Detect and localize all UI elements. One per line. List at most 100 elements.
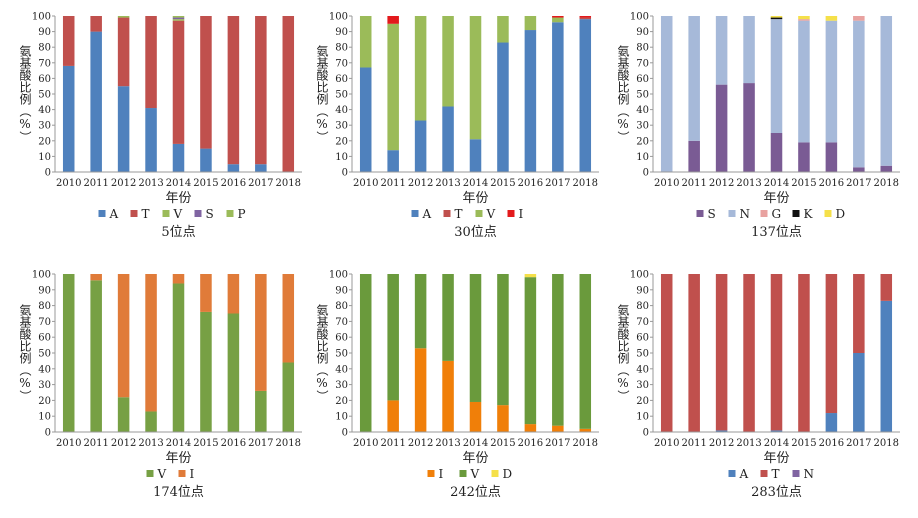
bar-T-2018 — [579, 17, 592, 20]
y-tick-label: 30 — [335, 121, 348, 132]
x-tick-label: 2010 — [56, 438, 81, 449]
y-axis-title: 氨基酸比例（%） — [616, 304, 630, 402]
legend-swatch-T — [443, 210, 451, 217]
bar-I-2016 — [524, 424, 537, 432]
x-tick-label: 2012 — [111, 438, 136, 449]
y-tick-label: 20 — [335, 396, 348, 407]
bar-A-2017 — [255, 164, 267, 172]
legend-label-D: D — [836, 207, 846, 221]
x-tick-label: 2013 — [736, 178, 761, 189]
y-tick-label: 80 — [335, 43, 348, 54]
y-axis-title: 氨基酸比例（%） — [18, 45, 32, 143]
x-tick-label: 2011 — [83, 178, 108, 189]
legend-label-N: N — [804, 467, 815, 481]
y-tick-label: 40 — [38, 105, 51, 116]
y-tick-label: 0 — [342, 428, 348, 439]
bar-V-2011 — [90, 280, 102, 432]
bar-A-2017 — [853, 353, 865, 432]
bar-S-2016 — [825, 142, 838, 172]
x-tick-label: 2015 — [791, 438, 816, 449]
x-tick-label: 2018 — [573, 178, 598, 189]
x-tick-label: 2017 — [545, 438, 570, 449]
y-tick-label: 50 — [636, 90, 649, 101]
y-tick-label: 70 — [636, 58, 649, 69]
legend-swatch-S — [194, 210, 202, 217]
bar-V-2013 — [442, 16, 454, 107]
bar-V-2010 — [359, 274, 372, 432]
x-tick-label: 2017 — [248, 178, 273, 189]
y-tick-label: 50 — [38, 90, 51, 101]
y-tick-label: 40 — [38, 364, 51, 375]
y-tick-label: 30 — [38, 380, 51, 391]
bar-T-2014 — [172, 20, 185, 144]
y-tick-label: 100 — [329, 12, 348, 23]
legend-label-T: T — [142, 207, 150, 221]
bar-I-2016 — [227, 274, 240, 314]
bar-V-2014 — [469, 274, 482, 402]
bar-A-2010 — [359, 67, 372, 172]
bar-T-2011 — [90, 16, 102, 32]
bar-I-2017 — [552, 425, 564, 432]
legend-swatch-I — [178, 470, 186, 477]
x-tick-label: 2014 — [166, 178, 191, 189]
legend-swatch-D — [824, 210, 832, 217]
legend-label-I: I — [439, 467, 444, 481]
legend-swatch-N — [792, 470, 800, 477]
bar-N-2015 — [798, 20, 810, 143]
bar-T-2010 — [660, 274, 673, 432]
bar-I-2015 — [497, 405, 509, 432]
x-axis-title: 年份 — [763, 451, 789, 466]
legend-swatch-A — [728, 470, 736, 477]
y-tick-label: 10 — [38, 152, 51, 163]
x-tick-label: 2018 — [874, 438, 899, 449]
y-axis-title: 氨基酸比例（%） — [315, 45, 329, 143]
legend-swatch-T — [130, 210, 138, 217]
x-tick-label: 2011 — [681, 178, 706, 189]
bar-V-2011 — [387, 274, 399, 401]
bar-T-2017 — [255, 16, 267, 165]
legend-label-I: I — [190, 467, 195, 481]
bar-V-2011 — [387, 23, 399, 151]
y-tick-label: 100 — [329, 270, 348, 281]
bar-I-2018 — [579, 16, 592, 18]
legend-swatch-V — [146, 470, 154, 477]
y-tick-label: 30 — [38, 121, 51, 132]
x-tick-label: 2015 — [490, 178, 515, 189]
bar-D-2015 — [798, 16, 810, 20]
legend-label-A: A — [739, 467, 749, 481]
legend-label-V: V — [486, 207, 496, 221]
legend-swatch-S — [696, 210, 704, 217]
bar-V-2017 — [552, 274, 564, 426]
bar-A-2015 — [497, 42, 509, 172]
bar-V-2010 — [62, 274, 75, 432]
bar-A-2013 — [145, 108, 157, 172]
x-tick-label: 2012 — [408, 178, 433, 189]
bar-A-2017 — [552, 22, 564, 172]
bar-S-2015 — [798, 142, 810, 172]
bar-V-2018 — [282, 362, 295, 432]
y-tick-label: 70 — [38, 317, 51, 328]
x-tick-label: 2018 — [276, 438, 301, 449]
y-tick-label: 10 — [636, 412, 649, 423]
x-tick-label: 2013 — [435, 438, 460, 449]
x-tick-label: 2010 — [654, 178, 679, 189]
bar-D-2014 — [770, 16, 783, 18]
x-tick-label: 2010 — [56, 178, 81, 189]
bar-V-2015 — [497, 16, 509, 43]
y-tick-label: 60 — [335, 74, 348, 85]
y-tick-label: 80 — [335, 301, 348, 312]
y-tick-label: 70 — [38, 58, 51, 69]
bar-G-2017 — [853, 16, 865, 21]
x-tick-label: 2015 — [791, 178, 816, 189]
x-tick-label: 2013 — [435, 178, 460, 189]
y-tick-label: 90 — [335, 27, 348, 38]
y-tick-label: 90 — [636, 27, 649, 38]
x-tick-label: 2012 — [111, 178, 136, 189]
bar-N-2017 — [853, 20, 865, 168]
y-tick-label: 60 — [636, 333, 649, 344]
y-tick-label: 10 — [335, 152, 348, 163]
